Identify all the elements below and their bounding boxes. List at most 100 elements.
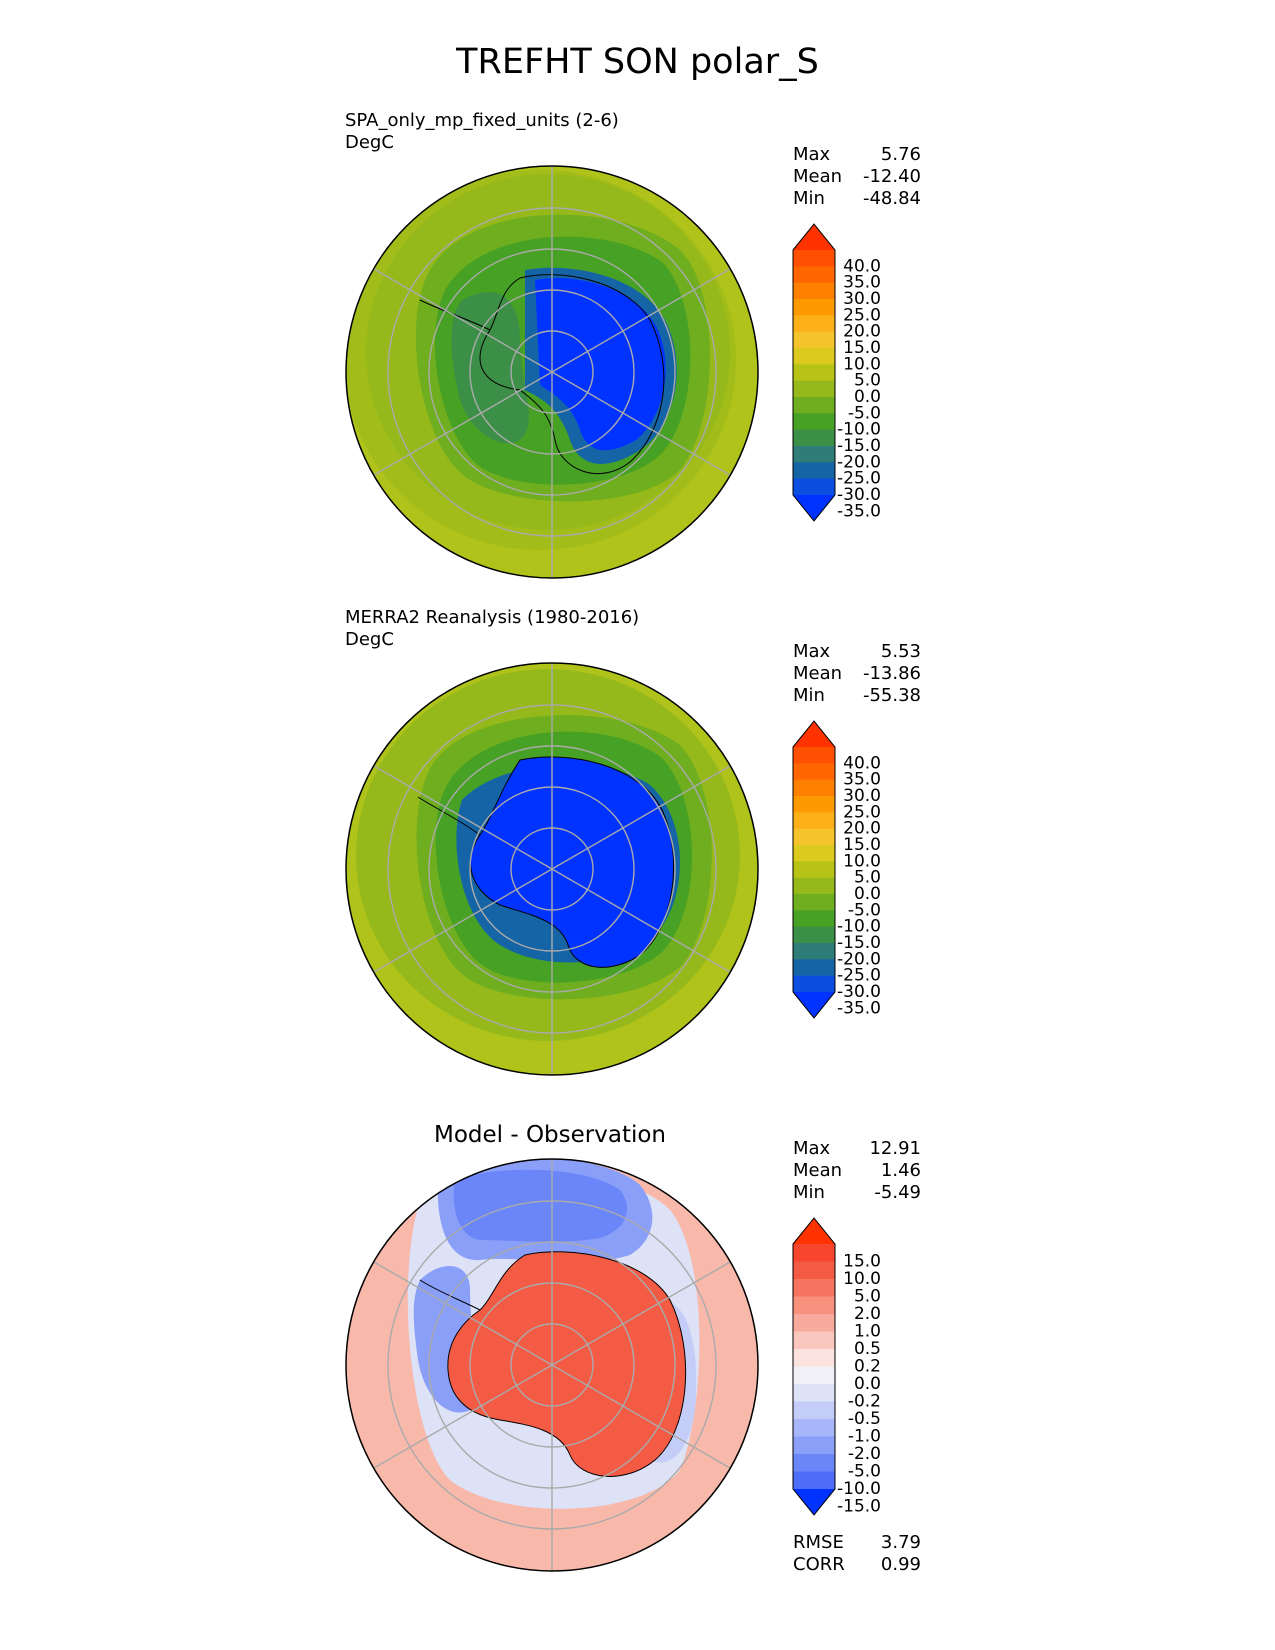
colorbar-segment [793, 796, 835, 813]
colorbar-tick-label: -20.0 [837, 452, 881, 472]
colorbar-extend-min [793, 495, 835, 521]
stat-min: -48.84 [862, 188, 921, 209]
panel1-case-name: SPA_only_mp_fixed_units (2-6) [345, 110, 619, 131]
colorbar-tick-label: -0.2 [848, 1392, 881, 1412]
colorbar-segment [793, 747, 835, 764]
colorbar-segment [793, 894, 835, 911]
colorbar-tick-label: 40.0 [843, 753, 881, 773]
meridian-line [373, 765, 731, 973]
colorbar-tick-label: 10.0 [843, 851, 881, 871]
colorbar-segment [793, 397, 835, 414]
colorbar-segment [793, 348, 835, 365]
panel3-map-boundary [345, 1158, 759, 1572]
colorbar-segment [793, 1349, 835, 1367]
colorbar-tick-label: 15.0 [843, 1252, 881, 1272]
panel3-gridlines [373, 1159, 731, 1571]
stat-max: 5.53 [880, 641, 921, 662]
colorbar-tick-label: 10.0 [843, 1269, 881, 1289]
rmse-value: 3.79 [880, 1532, 921, 1553]
colorbar-tick-label: -20.0 [837, 949, 881, 969]
colorbar-tick-label: -35.0 [837, 998, 881, 1018]
panel3-title: Model - Observation [433, 1122, 667, 1148]
coastline [419, 274, 665, 475]
panel2-units: DegC [345, 629, 394, 650]
stat-label: Mean [793, 166, 843, 187]
colorbar-tick-label: -25.0 [837, 966, 881, 986]
colorbar-segment [793, 413, 835, 431]
stat-label: Mean [793, 1160, 843, 1181]
colorbar-tick-label: -10.0 [837, 917, 881, 937]
colorbar-tick-label: -15.0 [837, 436, 881, 456]
colorbar-segment [793, 315, 835, 333]
colorbar-segment [793, 943, 835, 960]
stat-mean: 1.46 [880, 1160, 921, 1181]
colorbar-tick-label: 35.0 [843, 770, 881, 790]
stat-label: Max [793, 144, 831, 165]
colorbar-segment [793, 763, 835, 781]
colorbar-segment [793, 1454, 835, 1472]
panel1-stats: Max 5.76 Mean -12.40 Min -48.84 [793, 144, 921, 210]
stat-min: -55.38 [862, 685, 921, 706]
stat-label: Min [793, 1182, 825, 1203]
colorbar-segment [793, 250, 835, 267]
colorbar-segment [793, 812, 835, 830]
stat-max: 5.76 [880, 144, 921, 165]
panel1-label: SPA_only_mp_fixed_units (2-6) DegC [345, 110, 619, 154]
map-fill-band [470, 757, 674, 968]
colorbar-tick-label: 0.0 [854, 1374, 881, 1394]
colorbar-segment [793, 282, 835, 300]
colorbar-segment [793, 478, 835, 496]
colorbar-tick-label: -30.0 [837, 485, 881, 505]
colorbar-tick-label: -10.0 [837, 420, 881, 440]
colorbar-segment [793, 446, 835, 463]
colorbar-segment [793, 959, 835, 977]
colorbar-tick-label: 20.0 [843, 322, 881, 342]
colorbar-tick-label: 30.0 [843, 289, 881, 309]
colorbar-tick-label: 30.0 [843, 786, 881, 806]
colorbar-tick-label: 0.0 [854, 387, 881, 407]
colorbar-tick-label: 35.0 [843, 273, 881, 293]
colorbar-segment [793, 1436, 835, 1455]
colorbar-tick-label: 20.0 [843, 819, 881, 839]
colorbar-tick-label: 0.5 [854, 1339, 881, 1359]
colorbar-segment [793, 877, 835, 895]
colorbar-tick-label: -5.0 [848, 900, 881, 920]
colorbar-tick-label: 2.0 [854, 1304, 881, 1324]
panel3-colorbar: 15.010.05.02.01.00.50.20.0-0.2-0.5-1.0-2… [792, 1217, 881, 1517]
stat-label: Min [793, 685, 825, 706]
colorbar-segment [793, 364, 835, 382]
colorbar-segment [793, 861, 835, 879]
colorbar-outline [792, 1217, 836, 1516]
panel2-map-boundary [345, 662, 759, 1076]
corr-label: CORR [793, 1554, 845, 1575]
colorbar-tick-label: 0.2 [854, 1357, 881, 1377]
colorbar-extend-max [793, 224, 835, 250]
colorbar-segment [793, 462, 835, 480]
colorbar-segment [793, 779, 835, 797]
colorbar-tick-label: 5.0 [854, 868, 881, 888]
colorbar-tick-label: 15.0 [843, 835, 881, 855]
panel2-colorbar: 40.035.030.025.020.015.010.05.00.0-5.0-1… [792, 720, 881, 1019]
stat-mean: -13.86 [862, 663, 921, 684]
stat-label: Min [793, 188, 825, 209]
panel1-colorbar: 40.035.030.025.020.015.010.05.00.0-5.0-1… [792, 223, 881, 522]
meridian-line [373, 1261, 731, 1469]
stat-label: Mean [793, 663, 843, 684]
colorbar-segment [793, 1401, 835, 1420]
colorbar-segment [793, 266, 835, 284]
stat-max: 12.91 [869, 1138, 921, 1159]
colorbar-segment [793, 1279, 835, 1297]
colorbar-segment [793, 429, 835, 447]
colorbar-tick-label: -25.0 [837, 469, 881, 489]
colorbar-tick-label: -15.0 [837, 1497, 881, 1517]
colorbar-extend-max [793, 721, 835, 747]
colorbar-extend-min [793, 992, 835, 1018]
stat-min: -5.49 [874, 1182, 921, 1203]
colorbar-segment [793, 1296, 835, 1315]
colorbar-tick-label: -2.0 [848, 1444, 881, 1464]
map-fill-band [451, 292, 529, 444]
colorbar-tick-label: 25.0 [843, 802, 881, 822]
colorbar-segment [793, 926, 835, 944]
colorbar-tick-label: -0.5 [848, 1409, 881, 1429]
